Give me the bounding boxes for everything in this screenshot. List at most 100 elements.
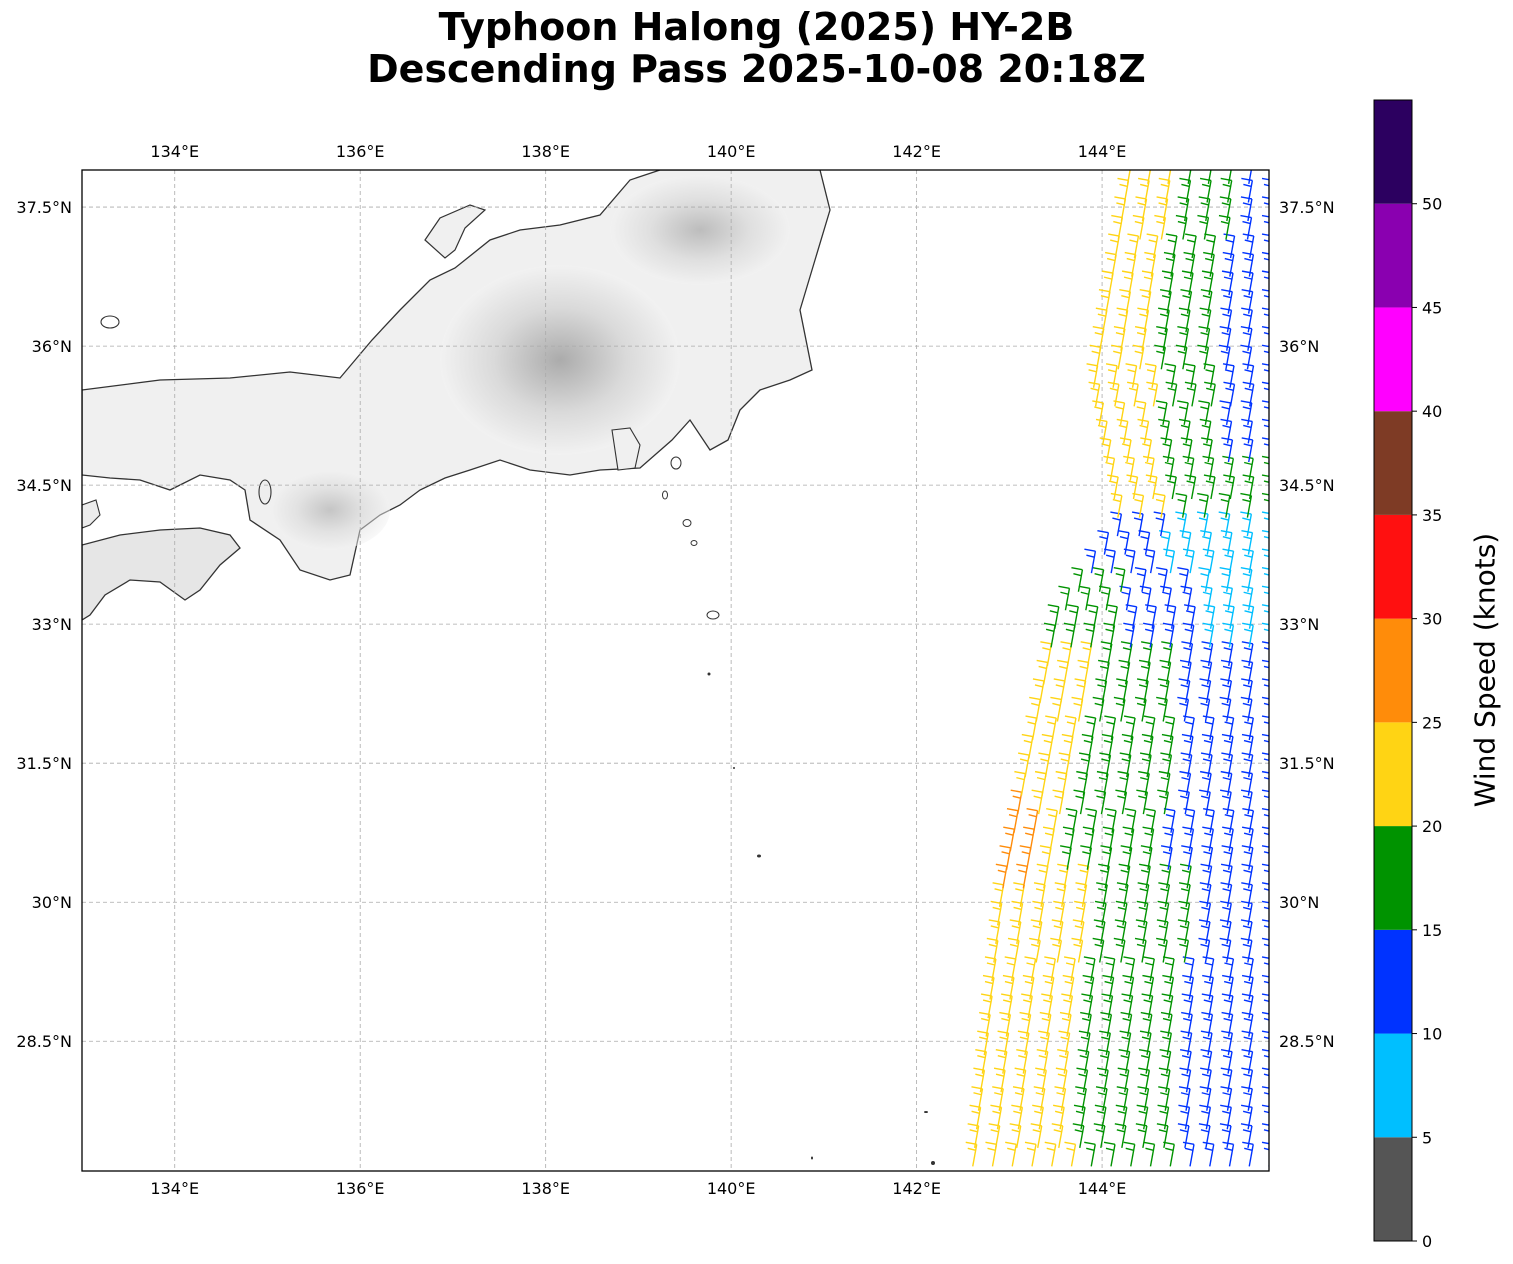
wind-barb-shaft	[1228, 717, 1235, 741]
wind-barb-shaft	[1206, 532, 1212, 555]
wind-barb-shaft	[1171, 476, 1177, 500]
colorbar-bin	[1374, 826, 1412, 930]
wind-barb-feather	[1222, 424, 1231, 429]
wind-barb-feather	[1242, 808, 1254, 812]
hachijojima	[706, 610, 720, 620]
wind-barb	[1054, 882, 1067, 907]
wind-barb-shaft	[1208, 977, 1214, 1000]
wind-barb-feather	[1200, 1067, 1212, 1071]
wind-barb-feather	[1221, 1129, 1231, 1133]
wind-barb-feather	[1240, 492, 1252, 497]
wind-barb-shaft	[1181, 513, 1188, 537]
wind-barb	[1177, 919, 1190, 945]
wind-barb-shaft	[1038, 903, 1045, 926]
wind-barb-shaft	[1079, 921, 1085, 945]
wind-barb-shaft	[1070, 625, 1076, 648]
wind-barb-feather	[1129, 239, 1138, 243]
wind-barb-feather	[1202, 1036, 1212, 1040]
wind-barb-feather	[1053, 925, 1062, 929]
wind-barb-feather	[1180, 684, 1189, 688]
wind-barb	[1144, 251, 1157, 277]
wind-barb-feather	[1123, 715, 1136, 719]
wind-barb-feather	[1097, 313, 1107, 317]
wind-barb-feather	[1145, 604, 1157, 608]
wind-barb	[1006, 808, 1019, 833]
wind-barb-feather	[1241, 733, 1254, 738]
wind-barb-feather	[1034, 1110, 1043, 1114]
wind-barb-feather	[1221, 795, 1231, 799]
wind-barb-shaft	[1146, 439, 1152, 463]
wind-barb-shaft	[1061, 884, 1067, 907]
wind-barb-shaft	[1186, 662, 1192, 685]
wind-barb	[1113, 326, 1126, 351]
wind-barb-feather	[1241, 900, 1253, 905]
wind-barb-shaft	[1247, 421, 1253, 444]
wind-barb-shaft	[995, 921, 1001, 945]
wind-barb-shaft	[1051, 1144, 1057, 1167]
lat-tick-label-right: 34.5°N	[1279, 476, 1335, 495]
wind-barb-feather	[1182, 974, 1194, 979]
wind-barb-shaft	[1191, 384, 1197, 407]
wind-barb-shaft	[1181, 495, 1188, 518]
wind-barb-shaft	[1208, 995, 1214, 1019]
wind-barb-shaft	[1149, 458, 1155, 481]
wind-barb-shaft	[1205, 792, 1211, 815]
wind-barb-feather	[1224, 610, 1234, 614]
wind-barb-shaft	[1184, 903, 1191, 926]
wind-barb	[1039, 845, 1052, 870]
lon-tick-label-bottom: 144°E	[1078, 1179, 1127, 1198]
wind-barb-shaft	[1056, 699, 1063, 722]
wind-barb-feather	[1108, 610, 1117, 614]
wind-barb-shaft	[1229, 235, 1236, 259]
wind-barb	[1261, 900, 1269, 926]
wind-barb-feather	[1110, 492, 1122, 497]
wind-barb-feather	[1140, 776, 1149, 781]
wind-barb-feather	[1044, 980, 1053, 985]
wind-barb	[1261, 863, 1269, 889]
wind-barb-feather	[1082, 851, 1091, 855]
wind-barb-shaft	[1084, 1051, 1090, 1074]
wind-barb-shaft	[1072, 810, 1078, 833]
wind-barb-feather	[1039, 845, 1052, 849]
wind-barb	[1071, 567, 1084, 592]
wind-barb-feather	[1098, 863, 1110, 867]
wind-barb	[1220, 659, 1233, 685]
wind-barb-feather	[1060, 758, 1069, 762]
wind-barb-feather	[1131, 511, 1144, 515]
colorbar-tick-label: 25	[1422, 713, 1442, 732]
wind-barb	[1065, 808, 1078, 833]
wind-barb-feather	[1200, 1048, 1212, 1053]
wind-barb	[1119, 437, 1132, 463]
wind-barb	[1241, 1011, 1254, 1037]
wind-barb	[1202, 455, 1215, 481]
wind-barb-shaft	[1077, 940, 1084, 963]
wind-barb-shaft	[1189, 551, 1195, 574]
wind-barb-shaft	[1123, 180, 1130, 203]
wind-barb-feather	[1078, 752, 1091, 756]
wind-barb-feather	[1071, 567, 1083, 571]
wind-barb-feather	[1166, 610, 1175, 614]
wind-barb-feather	[1046, 808, 1058, 812]
wind-barb-shaft	[1247, 940, 1253, 963]
wind-barb-feather	[1263, 313, 1269, 317]
wind-barb-feather	[1058, 585, 1070, 589]
wind-barb-feather	[1262, 160, 1273, 162]
wind-barb-feather	[1126, 814, 1135, 818]
wind-barb-feather	[1035, 1092, 1044, 1096]
wind-barb-shaft	[1105, 1033, 1111, 1056]
wind-barb-shaft	[1187, 1014, 1193, 1037]
wind-barb-feather	[1261, 177, 1269, 181]
wind-barb-feather	[1041, 1017, 1050, 1022]
wind-barb-shaft	[1050, 958, 1056, 982]
wind-barb-feather	[1184, 554, 1194, 558]
wind-barb-shaft	[1228, 625, 1235, 648]
wind-barb-shaft	[1185, 884, 1191, 907]
wind-barb-feather	[1241, 1030, 1253, 1034]
wind-barb-feather	[1165, 1147, 1174, 1152]
wind-barb-shaft	[1126, 1014, 1133, 1037]
wind-barb-feather	[1116, 1129, 1125, 1133]
wind-barb-shaft	[1184, 1125, 1190, 1148]
wind-barb-shaft	[1047, 995, 1053, 1019]
colorbar-frame	[1373, 99, 1413, 1242]
wind-barb	[1084, 715, 1097, 741]
